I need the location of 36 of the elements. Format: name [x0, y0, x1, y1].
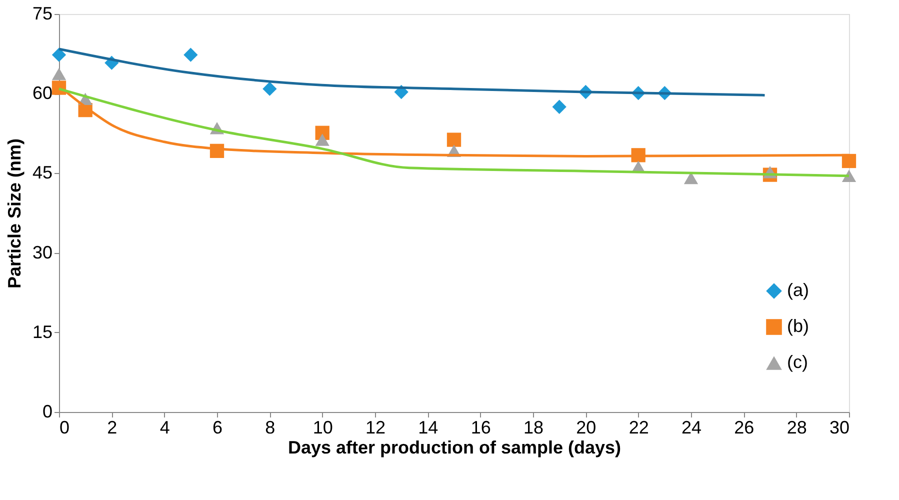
- legend-label: (b): [787, 316, 809, 336]
- x-tick-label: 4: [160, 418, 170, 438]
- y-tick-label: 15: [32, 322, 52, 342]
- x-tick-label: 12: [365, 418, 386, 438]
- x-tick-label: 30: [829, 418, 850, 438]
- x-axis-title: Days after production of sample (days): [288, 438, 622, 458]
- point: [262, 82, 277, 96]
- x-tick-label: 24: [681, 418, 702, 438]
- x-tick-label: 2: [107, 418, 118, 438]
- point: [315, 134, 330, 146]
- x-tick-label: 14: [418, 418, 438, 438]
- x-tick-label: 10: [312, 418, 333, 438]
- point: [52, 68, 66, 80]
- x-tick-label: 6: [212, 418, 223, 438]
- x-tick-label: 18: [523, 418, 544, 438]
- point: [552, 100, 566, 114]
- y-tick-label: 0: [42, 402, 52, 422]
- x-tick-label: 20: [576, 418, 596, 438]
- x-tick-label: 0: [60, 418, 70, 438]
- x-tick-label: 22: [628, 418, 649, 438]
- point: [52, 48, 66, 62]
- x-tick-label: 16: [470, 418, 491, 438]
- point: [184, 48, 198, 62]
- y-axis-title: Particle Size (nm): [4, 138, 24, 289]
- x-tick-label: 28: [786, 418, 807, 438]
- y-tick-label: 60: [32, 83, 52, 104]
- point: [842, 170, 856, 182]
- x-tick-label: 26: [734, 418, 754, 438]
- legend-label: (c): [787, 352, 808, 372]
- x-tick-label: 8: [265, 418, 276, 438]
- y-tick-label: 45: [32, 162, 52, 183]
- y-tick-label: 30: [32, 242, 52, 262]
- point: [52, 80, 66, 95]
- point: [446, 132, 462, 147]
- legend-label: (a): [787, 280, 809, 300]
- y-tick-label: 75: [32, 4, 52, 24]
